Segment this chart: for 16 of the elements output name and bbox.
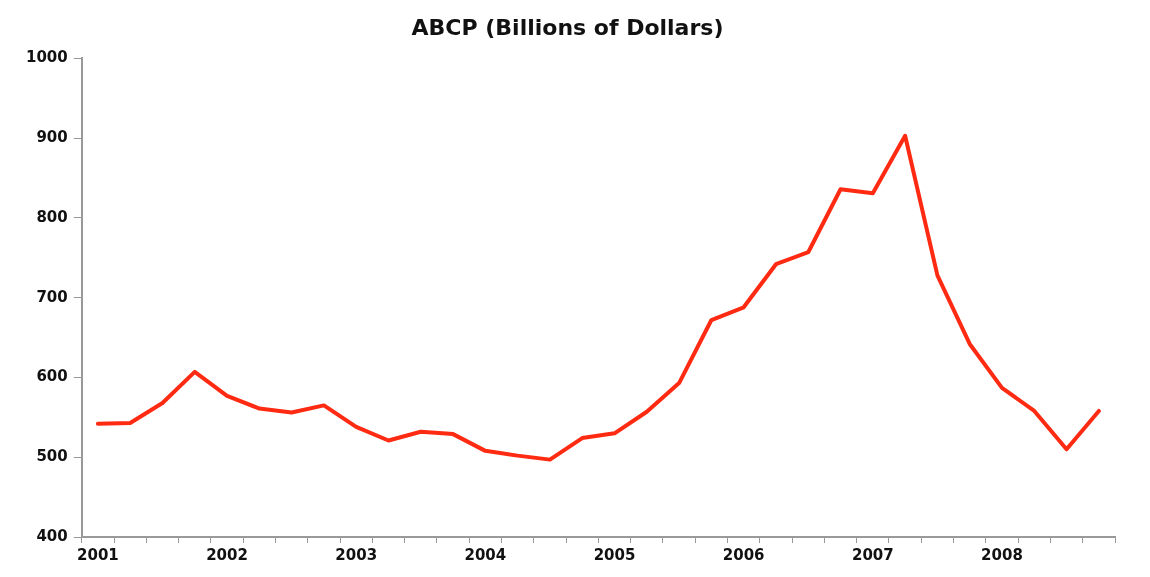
y-tick-label: 800 xyxy=(36,207,68,226)
x-tick-label: 2003 xyxy=(335,545,378,564)
chart-title: ABCP (Billions of Dollars) xyxy=(411,14,724,40)
y-tick-label: 500 xyxy=(36,447,68,466)
y-tick-label: 700 xyxy=(36,287,68,306)
x-tick-label: 2008 xyxy=(981,545,1023,564)
x-tick-label: 2002 xyxy=(206,545,248,564)
x-tick-label: 2007 xyxy=(851,545,894,564)
x-tick-label: 2006 xyxy=(722,545,765,564)
x-tick-label: 2005 xyxy=(593,545,636,564)
y-tick-label: 600 xyxy=(36,367,68,386)
y-tick-label: 900 xyxy=(36,128,68,147)
x-tick-label: 2004 xyxy=(464,545,507,564)
x-tick-label: 2001 xyxy=(77,545,119,564)
y-tick-label: 1000 xyxy=(26,48,68,67)
y-tick-label: 400 xyxy=(36,526,68,545)
